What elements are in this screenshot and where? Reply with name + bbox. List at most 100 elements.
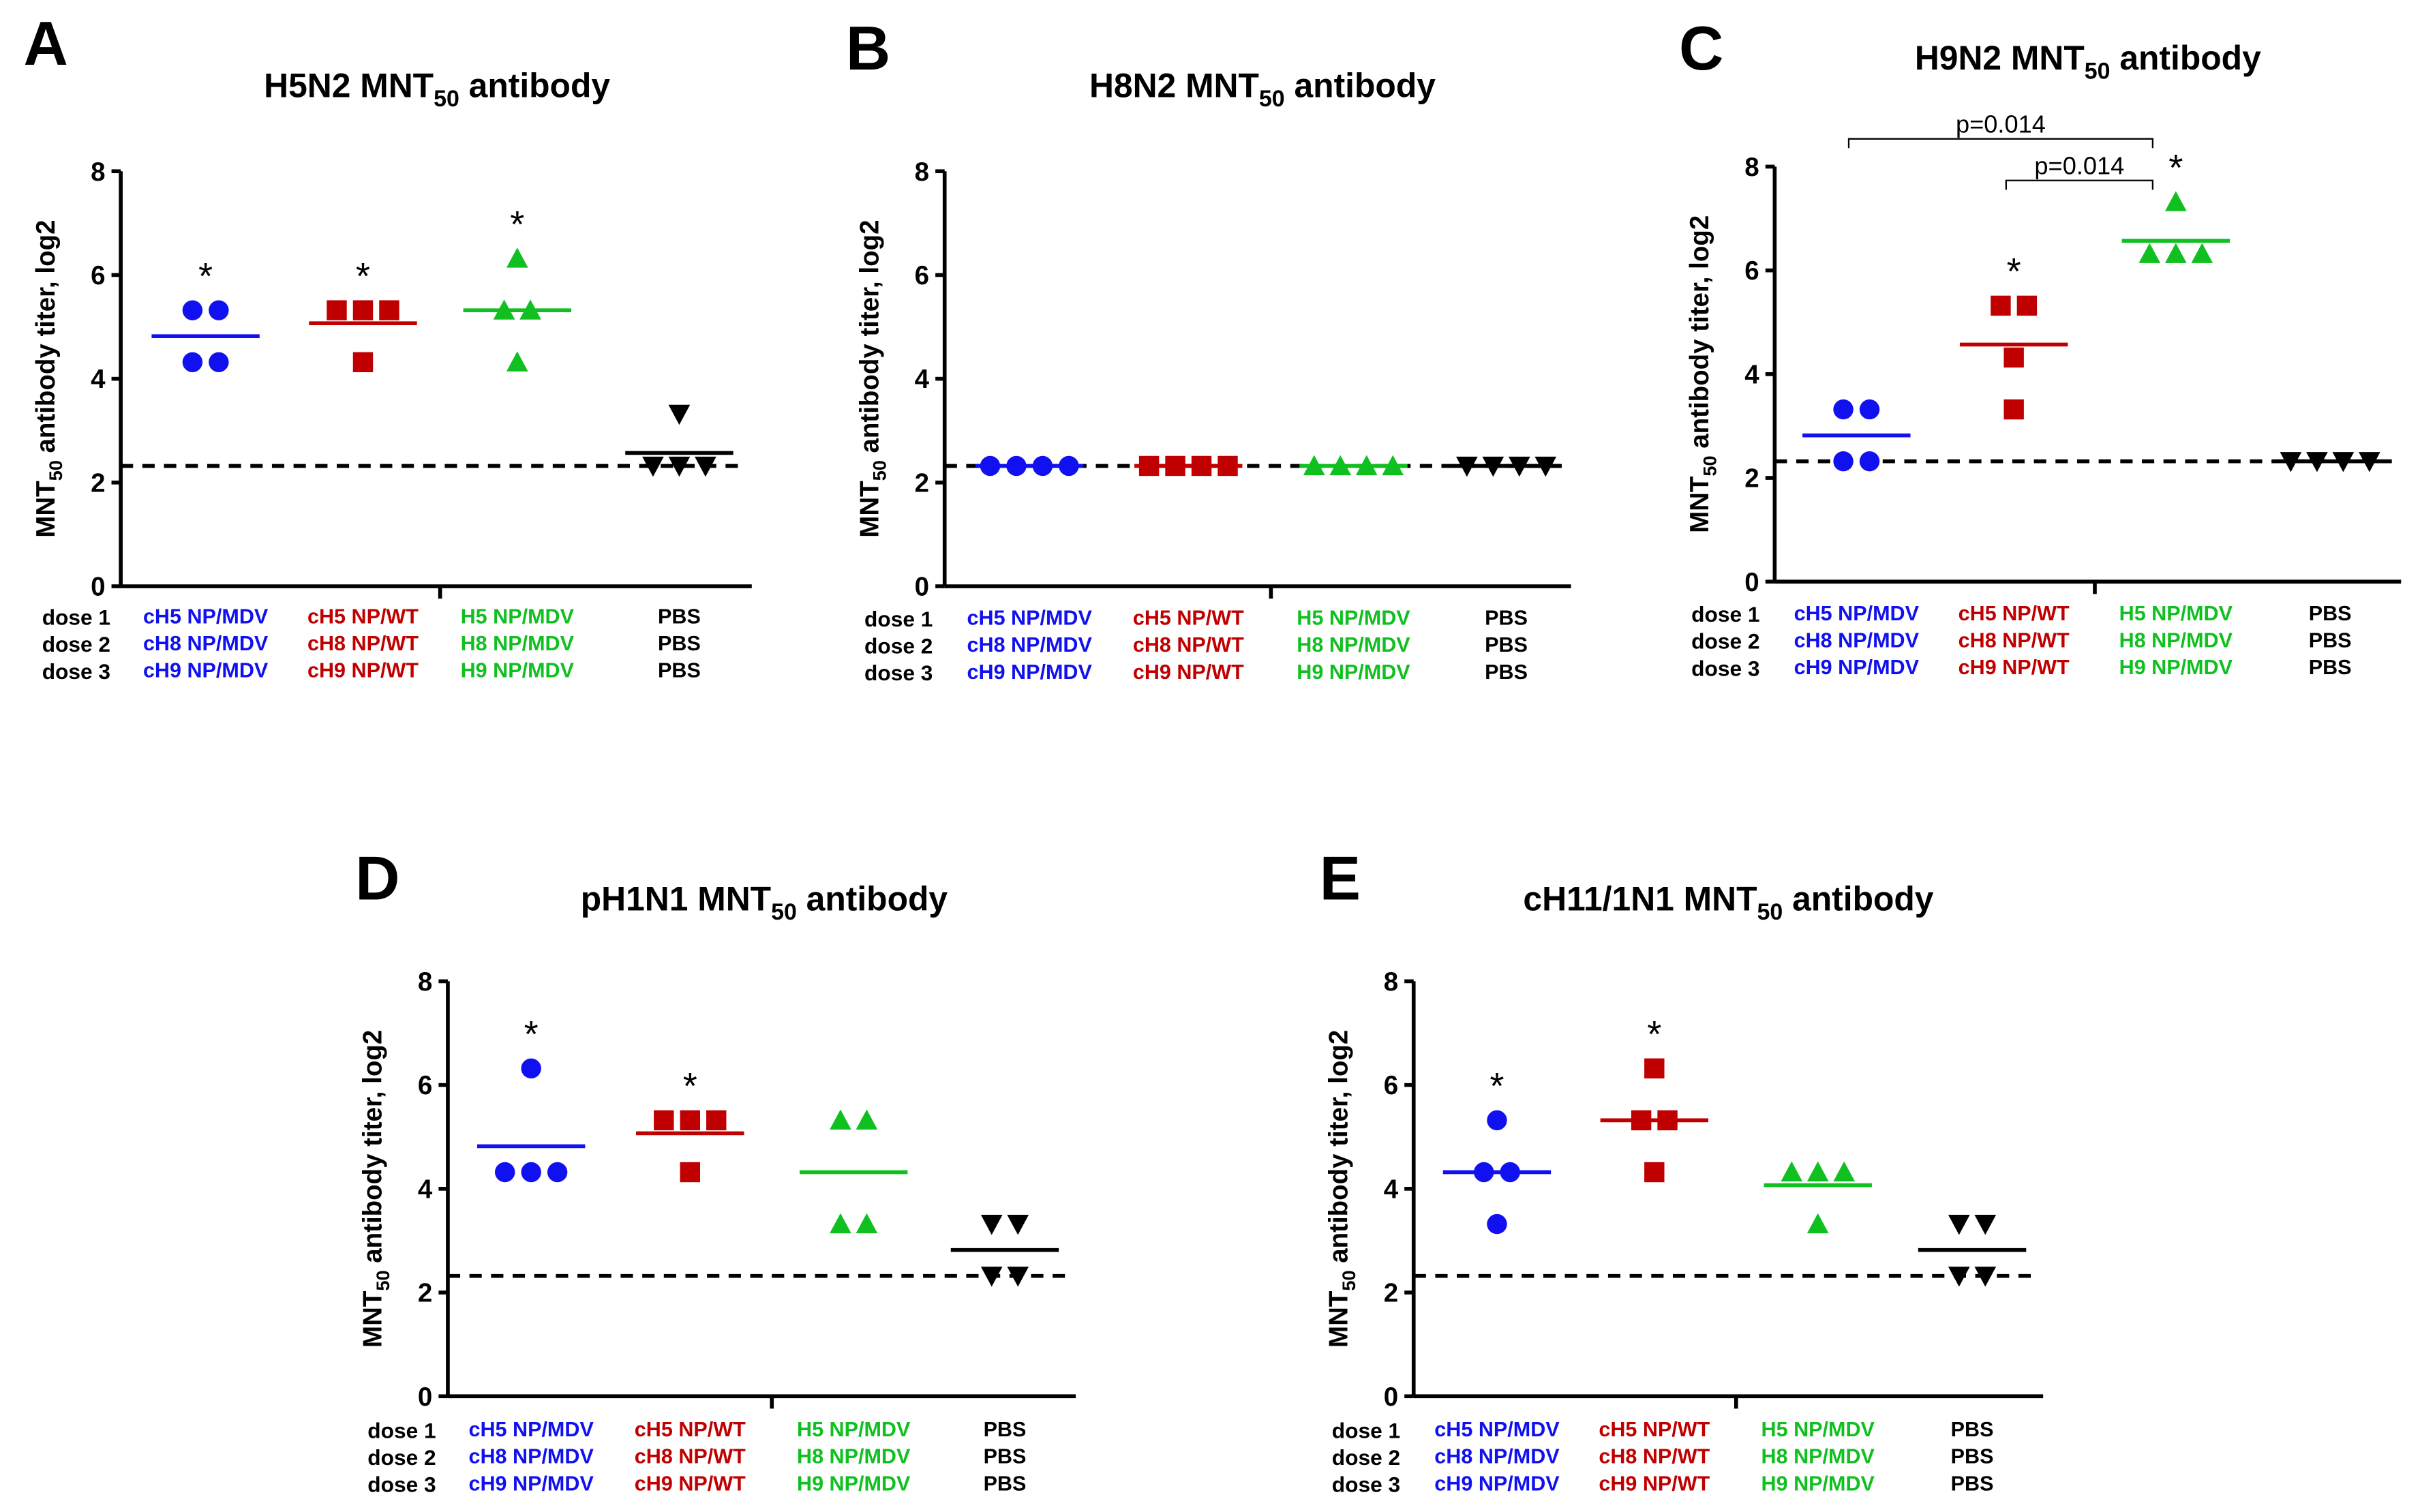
title-subscript: 50 <box>2085 58 2111 84</box>
dose-label: dose 1 <box>367 1418 436 1442</box>
title-text-end: antibody <box>1783 879 1934 918</box>
y-tick-label: 4 <box>1744 360 1759 389</box>
ylabel-subscript: 50 <box>1338 1270 1359 1290</box>
data-point-triangle <box>506 351 528 372</box>
panel-letter: C <box>1679 14 1723 83</box>
ylabel-text: MNT <box>1685 476 1714 533</box>
dose-label: dose 3 <box>1332 1472 1400 1497</box>
group-label: cH8 NP/WT <box>635 1445 746 1468</box>
group-label: H8 NP/MDV <box>461 632 575 655</box>
significance-star: * <box>683 1065 697 1107</box>
data-point-square <box>1991 295 2011 316</box>
group-label: H8 NP/MDV <box>1297 633 1410 656</box>
group-label: PBS <box>1951 1445 1994 1468</box>
y-axis-label: MNT50 antibody titer, log2 <box>31 220 66 538</box>
dose-label: dose 1 <box>1332 1418 1400 1442</box>
data-point-circle <box>1859 399 1880 420</box>
chart-title: cH11/1N1 MNT50 antibody <box>1523 879 1933 925</box>
group-label: cH9 NP/MDV <box>1794 656 1920 679</box>
title-subscript: 50 <box>771 899 797 925</box>
data-point-circle <box>182 352 203 372</box>
dose-label: dose 3 <box>864 661 933 685</box>
panel-letter: A <box>24 10 68 78</box>
group-label: H8 NP/MDV <box>2119 629 2233 652</box>
group-label: PBS <box>984 1445 1027 1468</box>
group-label: cH8 NP/MDV <box>967 633 1093 656</box>
group-label: cH9 NP/WT <box>635 1472 746 1495</box>
group-label: PBS <box>1951 1418 1994 1441</box>
y-tick-label: 4 <box>1384 1175 1399 1204</box>
data-point-triangle-down <box>1948 1267 1970 1287</box>
group-label: H9 NP/MDV <box>461 659 575 682</box>
y-tick-label: 2 <box>418 1279 432 1308</box>
dose-label: dose 2 <box>42 632 110 656</box>
dose-label: dose 2 <box>367 1445 436 1470</box>
dose-label: dose 2 <box>1332 1445 1400 1470</box>
group-label: cH9 NP/WT <box>1599 1472 1710 1495</box>
group-label: cH8 NP/MDV <box>1794 629 1920 652</box>
group-label: cH5 NP/MDV <box>967 607 1093 630</box>
group-label: cH9 NP/MDV <box>143 659 269 682</box>
group-label: PBS <box>1485 661 1528 684</box>
data-point-triangle <box>1781 1161 1803 1182</box>
data-point-square <box>2003 347 2024 368</box>
significance-star: * <box>1489 1065 1504 1107</box>
significance-star: * <box>1647 1014 1661 1055</box>
data-point-square <box>706 1110 727 1131</box>
y-tick-label: 6 <box>1744 256 1759 286</box>
data-point-square <box>1644 1162 1665 1183</box>
data-point-triangle-down <box>1948 1215 1970 1235</box>
data-point-square <box>2016 295 2038 316</box>
group-label: H9 NP/MDV <box>797 1472 911 1495</box>
data-point-triangle-down <box>668 456 691 477</box>
significance-bracket <box>2005 179 2153 190</box>
significance-star: * <box>510 203 524 245</box>
ylabel-text: MNT <box>1324 1290 1353 1348</box>
data-point-triangle <box>2164 191 2187 211</box>
data-point-triangle-down <box>668 404 691 425</box>
significance-star: * <box>2168 147 2183 188</box>
title-text-end: antibody <box>459 67 611 105</box>
y-axis-label: MNT50 antibody titer, log2 <box>359 1030 393 1348</box>
group-label: H9 NP/MDV <box>2119 656 2233 679</box>
group-label: PBS <box>1485 607 1528 630</box>
data-point-circle <box>182 300 203 320</box>
group-label: cH9 NP/MDV <box>1434 1472 1560 1495</box>
ylabel-text: MNT <box>31 481 61 538</box>
y-tick-label: 8 <box>915 157 929 187</box>
title-text-end: antibody <box>1285 67 1436 105</box>
group-label: PBS <box>984 1472 1027 1495</box>
ylabel-text: MNT <box>359 1290 388 1348</box>
group-label: H9 NP/MDV <box>1761 1472 1875 1495</box>
data-point-circle <box>209 300 229 320</box>
dose-label: dose 1 <box>1691 602 1759 626</box>
data-point-triangle-down <box>1974 1215 1997 1235</box>
y-tick-label: 6 <box>418 1071 432 1100</box>
data-point-circle <box>521 1058 541 1078</box>
p-value-label: p=0.014 <box>1956 110 2046 138</box>
title-text: H8N2 MNT <box>1089 67 1259 105</box>
data-point-circle <box>1487 1213 1507 1235</box>
panel-letter: B <box>846 14 890 83</box>
group-label: cH5 NP/WT <box>307 605 419 628</box>
data-point-square <box>379 300 399 320</box>
group-label: cH5 NP/WT <box>635 1418 746 1441</box>
group-label: H5 NP/MDV <box>797 1418 911 1441</box>
y-tick-label: 0 <box>1384 1382 1398 1412</box>
chart-title: H9N2 MNT50 antibody <box>1915 39 2261 85</box>
group-label: cH8 NP/WT <box>1599 1445 1710 1468</box>
dose-label: dose 3 <box>1691 656 1759 680</box>
panel-letter: D <box>355 844 399 913</box>
group-label: H9 NP/MDV <box>1297 661 1410 684</box>
panel-letter: E <box>1320 844 1361 913</box>
data-point-triangle-down <box>695 456 716 477</box>
group-label: PBS <box>658 605 701 628</box>
title-text: cH11/1N1 MNT <box>1523 879 1757 918</box>
data-point-triangle-down <box>1007 1267 1029 1287</box>
data-point-circle <box>1487 1110 1507 1131</box>
significance-star: * <box>198 255 213 297</box>
